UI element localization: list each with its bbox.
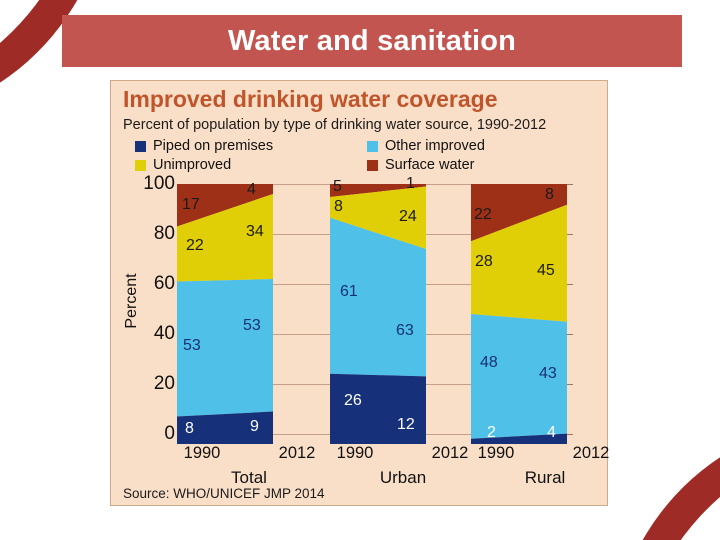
title-banner: Water and sanitation [62,15,682,67]
x-group-label-total: Total [231,468,267,487]
value-urban-1990-unimproved: 8 [334,198,343,215]
y-tick-60: 60 [153,273,175,294]
x-tick-total-1990: 1990 [183,444,221,462]
gridline-80-gap1 [272,234,330,235]
segment-surface-water-rural [471,184,567,242]
y-tickmark-right-20 [567,384,573,385]
segment-other-improved-total [177,279,273,417]
x-tick-total-2012: 2012 [278,444,316,462]
gridline-100-gap2 [425,184,471,185]
stacked-bar-urban-svg [330,184,426,444]
value-rural-2012-surface-water: 8 [545,186,554,203]
chart-title: Improved drinking water coverage [123,86,498,112]
chart-plot-area: Percent 100 80 60 40 20 0 [111,173,609,444]
legend-swatch-other-improved [367,140,378,152]
y-tick-20: 20 [153,373,175,394]
x-tick-urban-1990: 1990 [336,444,374,462]
chart-source-note: Source: WHO/UNICEF JMP 2014 [123,486,325,501]
chart-legend: Piped on premises Other improved Unimpro… [129,138,599,178]
value-urban-1990-piped: 26 [344,392,362,409]
legend-swatch-surface-water [367,159,378,171]
y-tick-100: 100 [143,173,175,194]
segment-piped-total [177,411,273,444]
legend-item-unimproved: Unimproved [135,157,231,173]
value-urban-1990-surface-water: 5 [333,178,342,195]
value-total-1990-other-improved: 53 [183,337,201,354]
gridline-40-gap2 [425,334,471,335]
value-total-2012-piped: 9 [250,418,259,435]
y-tickmark-right-40 [567,334,573,335]
gridline-40-gap1 [272,334,330,335]
value-total-2012-other-improved: 53 [243,317,261,334]
y-tick-0: 0 [164,423,175,444]
value-rural-2012-other-improved: 43 [539,365,557,382]
legend-swatch-piped-on-premises [135,140,146,152]
x-group-label-rural: Rural [524,468,566,487]
y-tick-40: 40 [153,323,175,344]
segment-other-improved-urban [330,217,426,377]
y-axis-ticks: 100 80 60 40 20 0 [117,173,175,444]
y-tickmark-right-0 [567,434,573,435]
value-rural-1990-unimproved: 28 [475,253,493,270]
gridline-20-gap2 [425,384,471,385]
x-tick-urban-2012: 2012 [431,444,469,462]
legend-swatch-unimproved [135,159,146,171]
legend-item-piped-on-premises: Piped on premises [135,138,273,154]
value-total-1990-piped: 8 [185,420,194,437]
gridline-80-gap2 [425,234,471,235]
gridline-100-gap1 [272,184,330,185]
gridline-60-gap2 [425,284,471,285]
y-tick-80: 80 [153,223,175,244]
value-total-1990-surface-water: 17 [182,196,200,213]
chart-panel: Improved drinking water coverage Percent… [110,80,610,506]
value-urban-1990-other-improved: 61 [340,283,358,300]
segment-unimproved-rural [471,204,567,322]
legend-label-unimproved: Unimproved [153,157,232,173]
segment-piped-rural [471,433,567,444]
x-axis: 1990 2012 Total 1990 2012 Urban 1990 201… [111,444,610,496]
x-tick-rural-2012: 2012 [572,444,610,462]
y-tickmark-right-100 [567,184,573,185]
segment-surface-water-total [177,184,273,227]
y-tickmark-right-80 [567,234,573,235]
segment-surface-water-urban [330,184,426,197]
value-total-1990-unimproved: 22 [186,237,204,254]
legend-label-piped-on-premises: Piped on premises [153,138,274,154]
value-rural-1990-other-improved: 48 [480,354,498,371]
value-total-2012-unimproved: 34 [246,223,264,240]
stacked-bar-urban: 5 1 8 24 61 63 26 12 [330,175,426,444]
stacked-bar-total: 17 4 22 34 53 53 8 9 [177,181,273,444]
gridline-0-gap1 [272,434,330,435]
segment-piped-urban [330,373,426,444]
stacked-bar-total-svg [177,184,273,444]
value-urban-2012-unimproved: 24 [399,208,417,225]
legend-label-surface-water: Surface water [385,157,475,173]
value-rural-2012-piped: 4 [547,424,556,441]
legend-label-other-improved: Other improved [385,138,485,154]
page-title: Water and sanitation [227,24,517,57]
value-rural-2012-unimproved: 45 [537,262,555,279]
y-tickmark-right-60 [567,284,573,285]
gridline-20-gap1 [272,384,330,385]
stacked-bar-rural: 22 8 28 45 48 43 2 4 [471,184,567,444]
legend-item-surface-water: Surface water [367,157,474,173]
stacked-bar-rural-svg [471,184,567,444]
segment-unimproved-urban [330,186,426,249]
x-tick-rural-1990: 1990 [477,444,515,462]
value-rural-1990-piped: 2 [487,424,496,441]
gridline-60-gap1 [272,284,330,285]
value-rural-1990-surface-water: 22 [474,206,492,223]
decorative-arc-bottom-right-cutout [630,440,720,540]
value-urban-2012-surface-water: 1 [406,175,415,192]
legend-item-other-improved: Other improved [367,138,485,154]
value-urban-2012-other-improved: 63 [396,322,414,339]
x-group-label-urban: Urban [379,468,427,487]
gridline-0-gap2 [425,434,471,435]
segment-unimproved-total [177,194,273,282]
value-total-2012-surface-water: 4 [247,181,256,198]
segment-other-improved-rural [471,314,567,439]
chart-subtitle: Percent of population by type of drinkin… [123,117,547,133]
value-urban-2012-piped: 12 [397,416,415,433]
